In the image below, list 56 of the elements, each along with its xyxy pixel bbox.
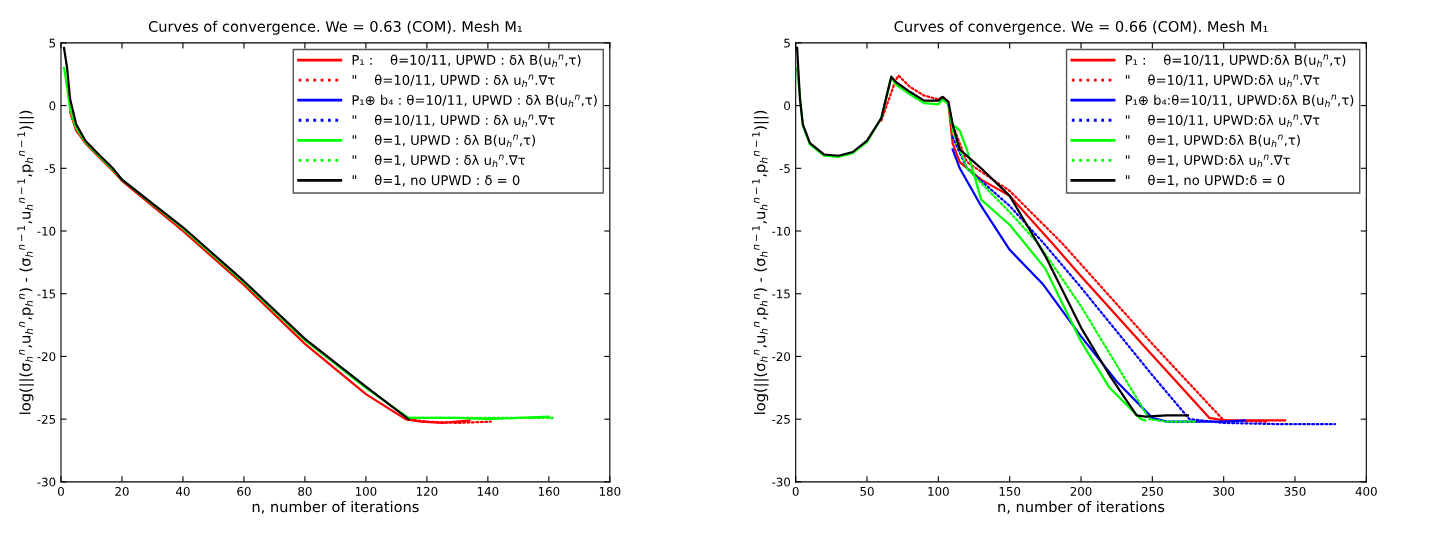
y-tick-label: 0 xyxy=(49,101,56,111)
legend-label: " θ=1, no UPWD : δ = 0 xyxy=(352,174,520,187)
text: log(||(σ$_{h}$$^{n}$,u$_{h}$$^{n}$,p$_{h}$$^{n}$) - (σ$_{h}$$^{n−1}$,u$_{h}$$^{n−1}$,p$_{h}$$^{n−1}$)||) xyxy=(752,110,769,414)
x-axis-title: n, number of iterations xyxy=(252,500,419,514)
chart-title: Curves of convergence. We = 0.63 (COM). Mesh M₁ xyxy=(148,20,522,35)
y-tick-label: 0 xyxy=(784,101,791,111)
x-tick-label: 250 xyxy=(1141,486,1163,496)
y-tick-label: -10 xyxy=(37,226,56,236)
line-series xyxy=(951,135,1337,426)
y-tick-label: -20 xyxy=(772,352,791,362)
legend-label: " θ=10/11, UPWD:δλ u$_{h}$$^{n}$.∇τ xyxy=(1125,74,1320,87)
x-tick-label: 400 xyxy=(1355,486,1377,496)
legend-label: " θ=10/11, UPWD : δλ u$_{h}$$^{n}$.∇τ xyxy=(352,74,555,87)
legend-label: " θ=1, UPWD:δλ u$_{h}$$^{n}$.∇τ xyxy=(1125,154,1290,168)
x-tick-label: 100 xyxy=(928,486,949,496)
x-tick-label: 50 xyxy=(860,486,874,496)
y-tick-label: 5 xyxy=(784,38,790,48)
x-axis-title: n, number of iterations xyxy=(998,500,1165,514)
x-tick-label: 150 xyxy=(999,486,1021,496)
x-tick-label: 100 xyxy=(355,486,377,496)
x-tick-label: 350 xyxy=(1284,486,1306,496)
y-tick-label: -30 xyxy=(772,477,791,487)
x-tick-label: 0 xyxy=(792,486,799,496)
y-tick-label: -30 xyxy=(37,477,56,487)
x-tick-label: 80 xyxy=(298,486,312,496)
y-tick-label: -15 xyxy=(772,289,790,299)
legend-label: " θ=10/11, UPWD : δλ u$_{h}$$^{n}$.∇τ xyxy=(352,114,555,127)
y-tick-label: -15 xyxy=(37,289,56,299)
x-tick-label: 200 xyxy=(1070,486,1092,496)
legend-label: " θ=1, UPWD : δλ B(u$_{h}$$^{n}$,τ) xyxy=(352,134,536,147)
y-tick-label: -10 xyxy=(772,226,791,236)
x-tick-label: 180 xyxy=(599,486,621,496)
legend-label: " θ=1, UPWD:δλ B(u$_{h}$$^{n}$,τ) xyxy=(1125,134,1300,147)
x-tick-label: 160 xyxy=(538,486,560,496)
x-tick-label: 0 xyxy=(58,486,64,496)
x-tick-label: 300 xyxy=(1213,486,1235,496)
y-tick-label: 5 xyxy=(49,38,56,48)
legend-label: P₁⊕ b₄ : θ=10/11, UPWD : δλ B(u$_{h}$$^{n}$,τ) xyxy=(352,94,597,107)
y-tick-label: -25 xyxy=(772,414,790,424)
x-tick-label: 140 xyxy=(477,486,499,496)
x-tick-label: 40 xyxy=(176,486,190,496)
y-tick-label: -20 xyxy=(37,352,56,362)
legend-label: P₁ : θ=10/11, UPWD:δλ B(u$_{h}$$^{n}$,τ) xyxy=(1125,54,1346,67)
x-tick-label: 20 xyxy=(115,486,129,496)
legend-label: P₁ : θ=10/11, UPWD : δλ B(u$_{h}$$^{n}$,τ) xyxy=(352,54,581,67)
y-tick-label: -25 xyxy=(37,414,56,424)
y-tick-label: -5 xyxy=(44,164,56,173)
chart-title: Curves of convergence. We = 0.66 (COM). Mesh M₁ xyxy=(894,20,1268,35)
x-tick-label: 60 xyxy=(237,486,251,496)
legend-label: " θ=1, no UPWD:δ = 0 xyxy=(1125,174,1285,187)
text: log(||(σ$_{h}$$^{n}$,u$_{h}$$^{n}$,p$_{h}$$^{n}$) - (σ$_{h}$$^{n−1}$,u$_{h}$$^{n−1}$,p$_{h}$$^{n−1}$)||) xyxy=(17,110,34,414)
y-tick-label: -5 xyxy=(779,164,790,173)
legend-label: P₁⊕ b₄:θ=10/11, UPWD:δλ B(u$_{h}$$^{n}$,τ) xyxy=(1125,94,1354,107)
legend-label: " θ=1, UPWD : δλ u$_{h}$$^{n}$.∇τ xyxy=(352,154,525,168)
legend-label: " θ=10/11, UPWD:δλ u$_{h}$$^{n}$.∇τ xyxy=(1125,114,1320,127)
x-tick-label: 120 xyxy=(416,486,438,496)
